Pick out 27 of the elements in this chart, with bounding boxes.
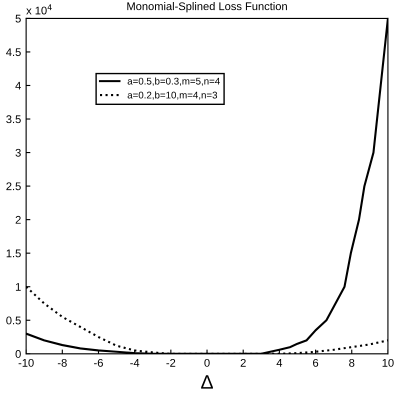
y-tick-label: 4 [15,82,21,90]
y-tick-label: 4.5 [6,48,21,56]
y-tick-label: 3.5 [6,115,21,124]
y-tick-label: 3 [16,148,21,157]
x-tick-label: 4 [276,359,282,367]
y-tick-label: 5 [16,14,21,23]
text: x 10$^{4}$ [26,4,52,14]
x-axis-title: Δ [201,375,213,389]
x-tick-label: -8 [58,358,67,367]
x-tick-label: 8 [349,358,354,367]
y-tick-label: 2 [16,216,21,224]
legend-label: a=0.2,b=10,m=4,n=3 [128,91,218,100]
x-tick-label: -10 [18,358,34,367]
x-tick-label: 6 [313,358,318,367]
x-tick-label: 10 [382,358,394,367]
x-tick-label: -4 [130,359,140,367]
y-tick-label: 2.5 [6,182,21,190]
x-tick-label: -2 [166,358,176,367]
y-tick-label: 0 [16,350,21,358]
x-tick-label: 2 [240,358,246,367]
legend-label: a=0.5,b=0.3,m=5,n=4 [128,77,220,86]
x-tick-label: 0 [204,358,210,367]
y-tick-label: 1 [16,283,21,291]
y-tick-label: 1.5 [6,250,21,258]
chart-title: Monomial-Splined Loss Function [127,2,287,12]
y-tick-label: 0.5 [6,316,21,324]
x-tick-label: -6 [94,358,103,367]
